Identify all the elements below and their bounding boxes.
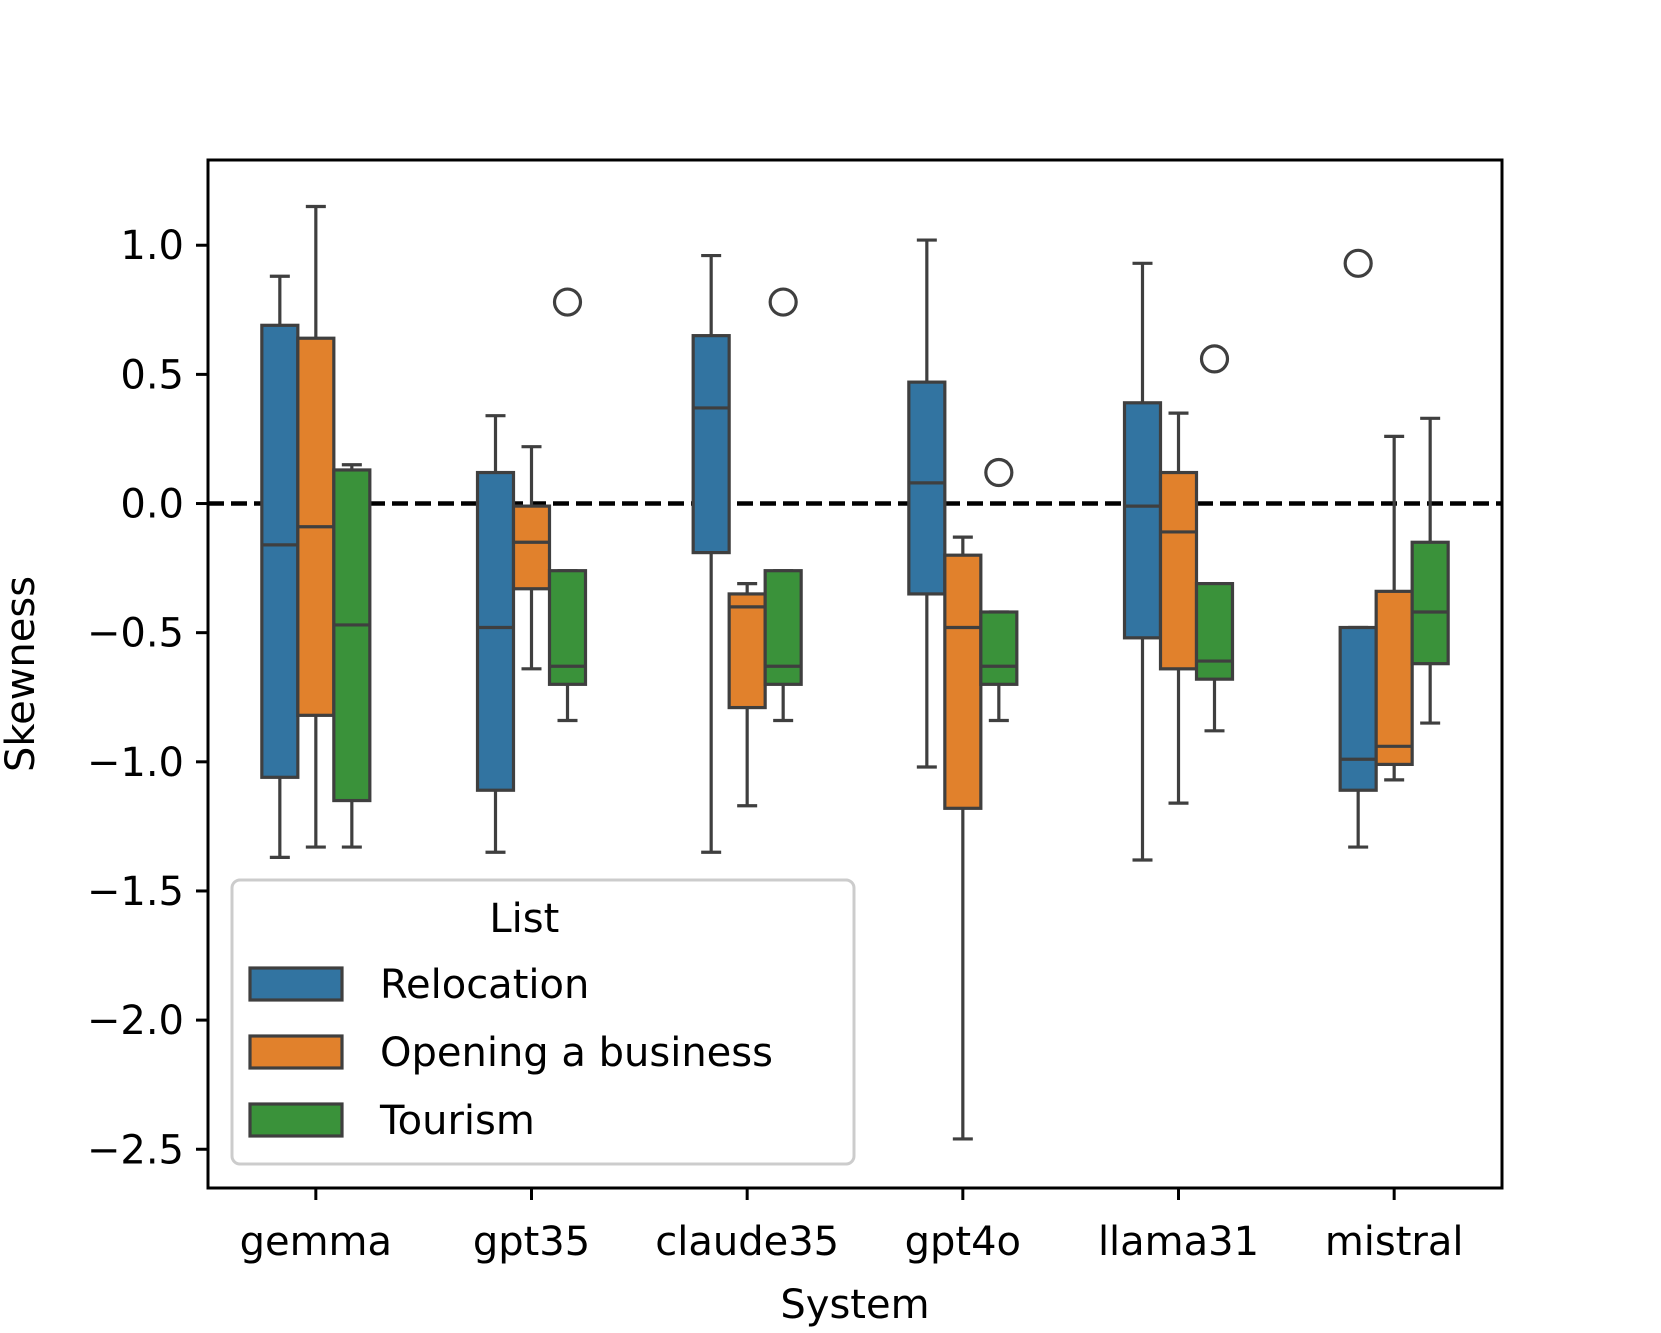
- legend-swatch-opening-a-business: [248, 1034, 344, 1070]
- y-tick-label: 0.0: [120, 482, 184, 528]
- legend: List Relocation Opening a business Tourism: [230, 878, 856, 1166]
- x-tick-label: mistral: [1325, 1219, 1464, 1265]
- box-iqr: [1158, 470, 1199, 671]
- box-iqr: [260, 323, 300, 779]
- box-iqr: [511, 504, 552, 591]
- legend-label-tourism: Tourism: [379, 1098, 535, 1144]
- box-relocation-llama31: [1122, 261, 1163, 862]
- box-iqr: [1194, 581, 1235, 681]
- box-tourism-mistral: [1410, 416, 1450, 725]
- y-tick-label: −2.0: [87, 998, 184, 1044]
- outlier-point: [1199, 344, 1230, 374]
- outlier-point: [552, 287, 583, 317]
- legend-frame: [230, 878, 856, 1166]
- box-iqr: [1122, 401, 1163, 640]
- x-tick-label: claude35: [655, 1219, 839, 1265]
- y-tick-label: 0.5: [120, 352, 184, 398]
- y-tick-label: −1.5: [87, 869, 184, 915]
- box-iqr: [475, 470, 516, 792]
- legend-title: List: [489, 896, 559, 942]
- box-iqr: [1410, 540, 1450, 666]
- outlier-point: [768, 287, 798, 317]
- y-tick-label: −0.5: [87, 611, 184, 657]
- box-relocation-claude35: [691, 253, 731, 854]
- box-opening-a-business-mistral: [1374, 434, 1414, 782]
- y-tick-label: 1.0: [120, 223, 184, 269]
- box-relocation-gpt35: [475, 414, 516, 854]
- box-iqr: [1338, 625, 1378, 792]
- box-iqr: [979, 610, 1019, 686]
- box-tourism-gpt4o: [979, 457, 1019, 723]
- box-iqr: [691, 334, 731, 555]
- x-tick-label: gpt35: [473, 1219, 590, 1265]
- x-tick-label: gemma: [240, 1219, 392, 1265]
- plot-layer: [208, 204, 1502, 1141]
- outlier-point: [1343, 248, 1373, 278]
- box-relocation-gemma: [260, 274, 300, 859]
- x-tick-label: gpt4o: [905, 1219, 1021, 1265]
- box-tourism-gpt35: [547, 287, 588, 723]
- legend-label-relocation: Relocation: [380, 962, 589, 1008]
- box-opening-a-business-gemma: [296, 204, 336, 849]
- x-axis-label: System: [780, 1282, 929, 1328]
- box-iqr: [907, 380, 947, 596]
- box-opening-a-business-gpt4o: [943, 535, 983, 1141]
- box-opening-a-business-llama31: [1158, 411, 1199, 805]
- box-tourism-claude35: [763, 287, 803, 723]
- box-tourism-llama31: [1194, 344, 1235, 733]
- outlier-point: [984, 457, 1014, 488]
- box-iqr: [727, 592, 767, 710]
- box-relocation-gpt4o: [907, 238, 947, 769]
- box-tourism-gemma: [332, 463, 372, 849]
- y-axis-label: Skewness: [0, 576, 44, 772]
- box-relocation-mistral: [1338, 248, 1378, 849]
- legend-swatch-relocation: [248, 966, 344, 1002]
- axes-layer: 1.0 0.5 0.0 −0.5 −1.0 −1.5 −2.0 −2.5 gemma gpt35 c…: [0, 158, 1504, 1328]
- box-iqr: [1374, 589, 1414, 767]
- y-tick-label: −2.5: [87, 1127, 184, 1173]
- box-opening-a-business-claude35: [727, 581, 767, 808]
- legend-swatch-tourism: [248, 1102, 344, 1138]
- box-opening-a-business-gpt35: [511, 445, 552, 671]
- box-iqr: [943, 553, 983, 810]
- box-iqr: [332, 468, 372, 803]
- plot-frame: [206, 158, 1504, 1190]
- y-tick-label: −1.0: [87, 740, 184, 786]
- legend-label-opening-a-business: Opening a business: [380, 1030, 773, 1076]
- x-tick-label: llama31: [1098, 1219, 1259, 1265]
